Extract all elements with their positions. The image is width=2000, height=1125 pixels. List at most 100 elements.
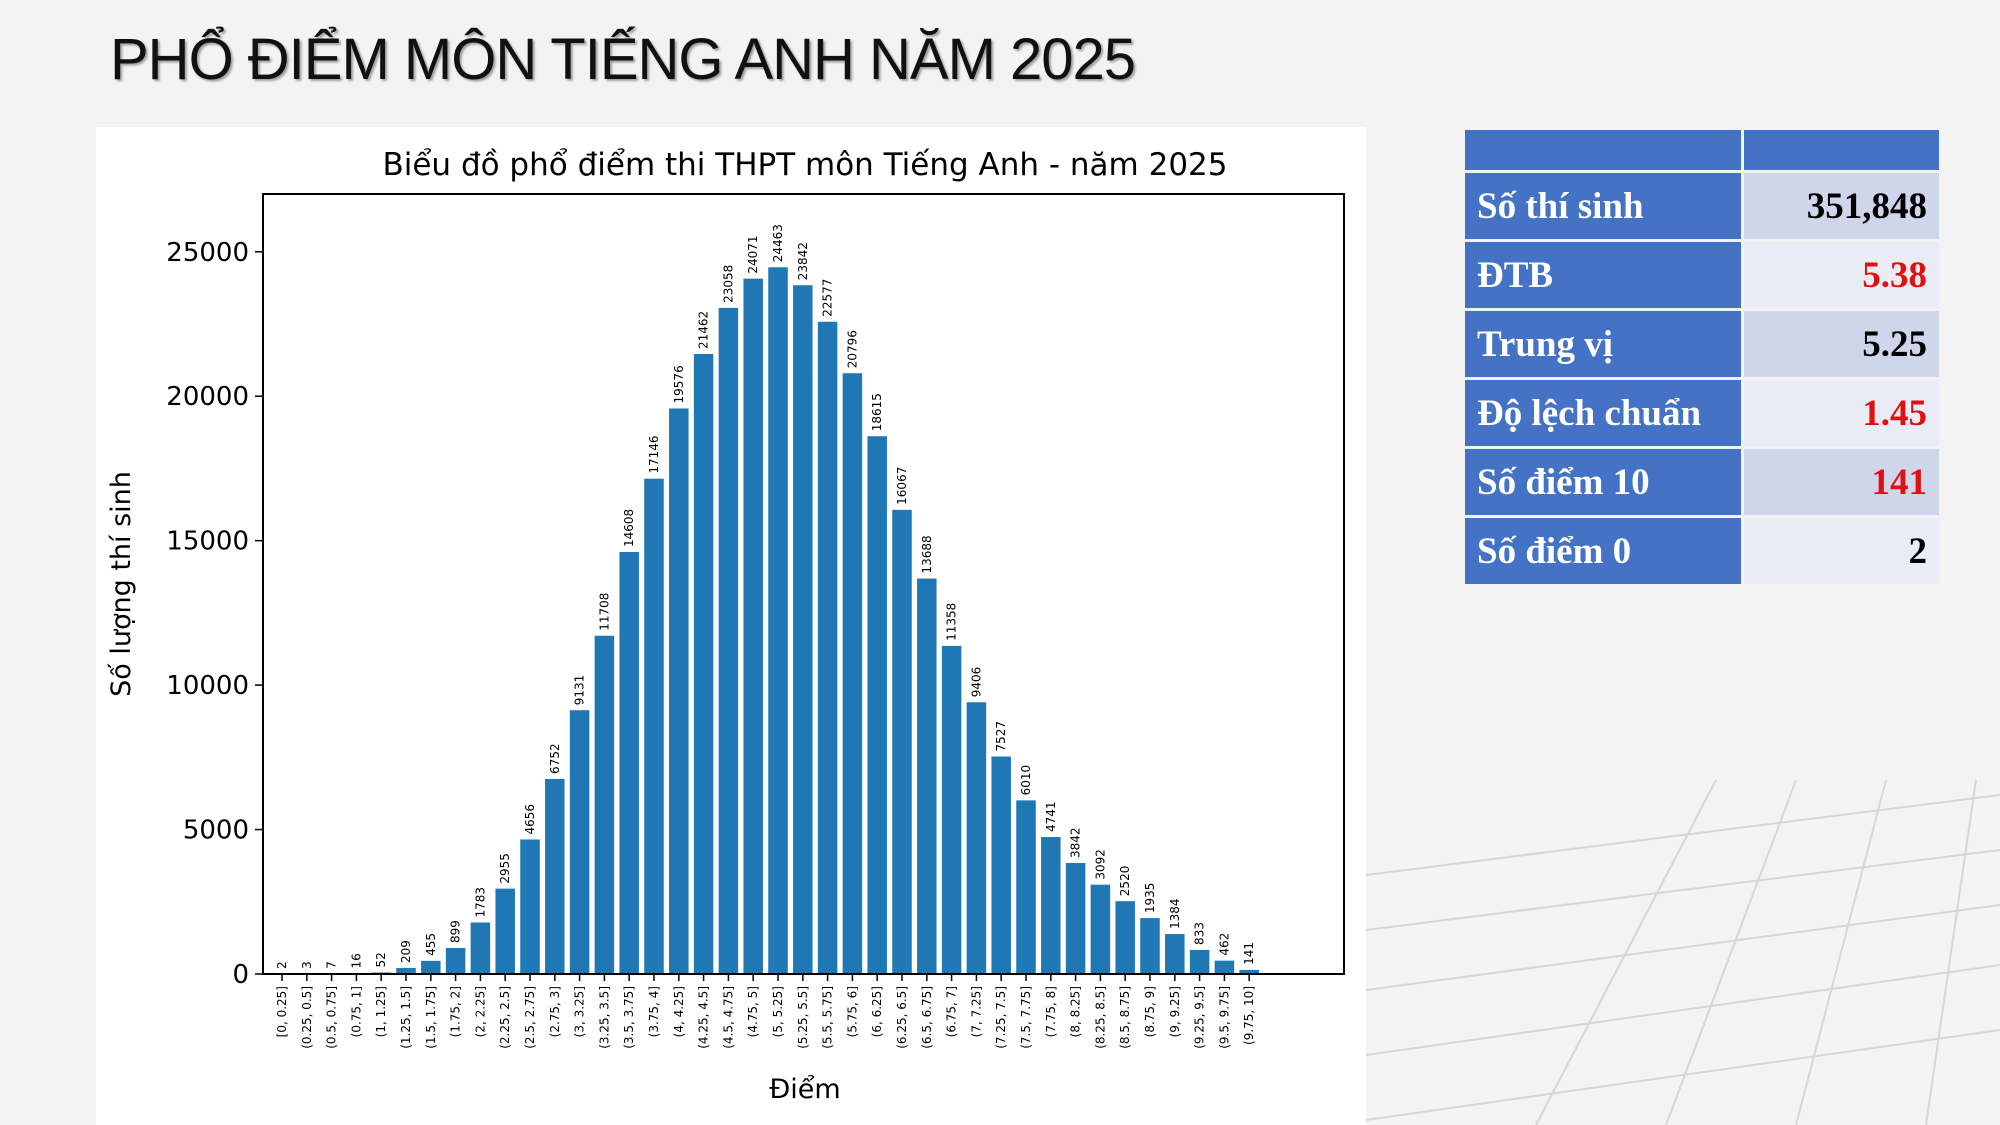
bar	[1090, 884, 1111, 974]
bar	[693, 353, 714, 974]
bar	[966, 702, 987, 974]
x-tick-label: (5.5, 5.75]	[821, 986, 835, 1049]
bar	[396, 967, 416, 974]
bar-value-label: 52	[374, 952, 388, 967]
x-tick-label: (9.75, 10]	[1242, 986, 1256, 1045]
bar	[644, 478, 664, 974]
y-tick-label: 10000	[166, 671, 249, 701]
bar-value-label: 2	[275, 961, 289, 969]
bar-value-label: 24463	[771, 224, 785, 262]
bar-value-label: 899	[449, 920, 463, 943]
x-tick-label: (8.25, 8.5]	[1093, 986, 1107, 1049]
stats-label: ĐTB	[1465, 242, 1741, 308]
bar	[1065, 863, 1086, 974]
bar-value-label: 11358	[945, 603, 959, 641]
x-tick-label: (0.25, 0.5]	[300, 986, 314, 1049]
stats-row-median: Trung vị 5.25	[1465, 311, 1939, 377]
bar	[1115, 901, 1135, 974]
bar	[1189, 949, 1210, 974]
decorative-grid	[1366, 780, 2000, 1125]
stats-value: 141	[1744, 449, 1939, 515]
x-tick-label: (8.75, 9]	[1143, 986, 1157, 1037]
x-tick-label: (8.5, 8.75]	[1118, 986, 1132, 1049]
bar-value-label: 141	[1242, 942, 1256, 965]
x-tick-label: (2, 2.25]	[473, 986, 487, 1037]
stats-value: 1.45	[1744, 380, 1939, 446]
x-tick-label: (4.5, 4.75]	[721, 986, 735, 1049]
bar-value-label: 23842	[796, 242, 810, 280]
bar	[941, 645, 962, 974]
x-tick-label: (5.75, 6]	[845, 986, 859, 1037]
x-tick-label: (3.25, 3.5]	[597, 986, 611, 1049]
x-tick-label: (1.25, 1.5]	[399, 986, 413, 1049]
bar-value-label: 455	[424, 933, 438, 956]
bar-value-label: 21462	[697, 311, 711, 349]
x-tick-label: (5, 5.25]	[771, 986, 785, 1037]
bar-value-label: 7527	[994, 721, 1008, 752]
bar	[1239, 969, 1259, 974]
bar	[991, 756, 1011, 974]
x-tick-label: [0, 0.25]	[275, 986, 289, 1037]
y-axis-label: Số lượng thí sinh	[106, 471, 137, 697]
x-tick-label: (3.75, 4]	[647, 986, 661, 1037]
bar-value-label: 6010	[1019, 765, 1033, 796]
stats-label: Số điểm 10	[1465, 449, 1741, 515]
bar	[768, 267, 788, 974]
x-tick-label: (1, 1.25]	[374, 986, 388, 1037]
bar	[1041, 837, 1061, 974]
bar-value-label: 9406	[969, 667, 983, 698]
bar	[619, 551, 639, 974]
stats-label: Số thí sinh	[1465, 173, 1741, 239]
stats-value: 5.25	[1744, 311, 1939, 377]
x-tick-label: (2.5, 2.75]	[523, 986, 537, 1049]
bar-value-label: 16067	[895, 467, 909, 505]
x-tick-label: (3, 3.25]	[573, 986, 587, 1037]
bar-value-label: 2955	[498, 853, 512, 884]
y-tick-label: 0	[232, 960, 249, 990]
x-tick-label: (7.25, 7.5]	[994, 986, 1008, 1049]
bar-value-label: 462	[1217, 933, 1231, 956]
x-tick-label: (5.25, 5.5]	[796, 986, 810, 1049]
page-title: PHỔ ĐIỂM MÔN TIẾNG ANH NĂM 2025	[110, 27, 1136, 92]
stats-row-average: ĐTB 5.38	[1465, 242, 1939, 308]
x-tick-label: (9.25, 9.5]	[1193, 986, 1207, 1049]
stats-value: 351,848	[1744, 173, 1939, 239]
bar	[669, 408, 689, 975]
x-tick-label: (1.75, 2]	[449, 986, 463, 1037]
bar-value-label: 24071	[746, 235, 760, 273]
x-tick-label: (7.75, 8]	[1044, 986, 1058, 1037]
x-tick-label: (9.5, 9.75]	[1217, 986, 1231, 1049]
x-tick-label: (7.5, 7.75]	[1019, 986, 1033, 1049]
bar-value-label: 18615	[870, 393, 884, 431]
stats-label: Độ lệch chuẩn	[1465, 380, 1741, 446]
bar-value-label: 3842	[1069, 827, 1083, 858]
stats-row-score-0: Số điểm 0 2	[1465, 518, 1939, 584]
x-tick-label: (3.5, 3.75]	[622, 986, 636, 1049]
bar	[793, 285, 813, 974]
y-tick-label: 5000	[183, 816, 249, 846]
bar	[892, 509, 912, 974]
stats-header-row	[1465, 130, 1939, 170]
bar-value-label: 7	[325, 961, 339, 969]
stats-table: Số thí sinh 351,848 ĐTB 5.38 Trung vị 5.…	[1462, 127, 1942, 587]
x-tick-label: (0.75, 1]	[349, 986, 363, 1037]
x-tick-label: (8, 8.25]	[1069, 986, 1083, 1037]
histogram-chart: Biểu đồ phổ điểm thi THPT môn Tiếng Anh …	[106, 147, 1345, 1105]
bar	[520, 839, 540, 974]
x-tick-label: (2.25, 2.5]	[498, 986, 512, 1049]
bar-value-label: 833	[1193, 922, 1207, 945]
x-tick-label: (6, 6.25]	[870, 986, 884, 1037]
stats-row-std-dev: Độ lệch chuẩn 1.45	[1465, 380, 1939, 446]
bar	[842, 373, 863, 974]
x-tick-label: (7, 7.25]	[969, 986, 983, 1037]
y-tick-label: 25000	[166, 238, 249, 268]
bar-value-label: 1935	[1143, 883, 1157, 914]
bar	[445, 948, 466, 974]
bar-value-label: 16	[349, 953, 363, 968]
bar-value-label: 3	[300, 961, 314, 969]
stats-label: Trung vị	[1465, 311, 1741, 377]
bar	[421, 960, 441, 974]
bar-value-label: 4741	[1044, 801, 1058, 832]
bar	[545, 778, 565, 974]
x-tick-label: (4.75, 5]	[746, 986, 760, 1037]
